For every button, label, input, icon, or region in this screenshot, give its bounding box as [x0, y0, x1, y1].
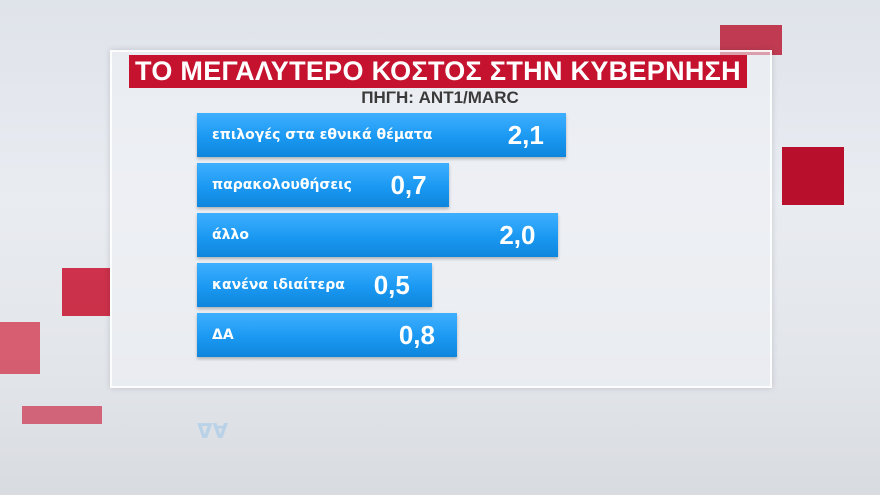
reflection: ΔΑ — [197, 418, 228, 442]
bar-4: ΔΑ 0,8 — [197, 313, 457, 357]
background-decor — [22, 406, 102, 424]
bar-2: άλλο 2,0 — [197, 213, 558, 257]
background-decor — [782, 147, 844, 205]
bar-label: επιλογές στα εθνικά θέματα — [212, 127, 433, 143]
chart-source: ΠΗΓΗ: ANT1/MARC — [361, 88, 519, 107]
bar-1: παρακολουθήσεις 0,7 — [197, 163, 449, 207]
bar-3: κανένα ιδιαίτερα 0,5 — [197, 263, 432, 307]
reflection-label: ΔΑ — [197, 418, 228, 442]
background-decor — [0, 322, 40, 374]
bar-value-label: 2,0 — [499, 220, 536, 250]
bar-value-label: 2,1 — [507, 120, 544, 150]
bar-value-label: 0,8 — [398, 320, 435, 350]
bar-value-label: 0,5 — [373, 270, 410, 300]
chart-title: ΤΟ ΜΕΓΑΛΥΤΕΡΟ ΚΟΣΤΟΣ ΣΤΗΝ ΚΥΒΕΡΝΗΣΗ — [129, 55, 747, 88]
bar-label: παρακολουθήσεις — [212, 177, 352, 193]
background-decor — [62, 268, 110, 316]
bar-value-label: 0,7 — [390, 170, 427, 200]
bar-label: άλλο — [212, 227, 249, 243]
bar-label: κανένα ιδιαίτερα — [212, 277, 345, 293]
bar-label: ΔΑ — [212, 327, 234, 343]
bar-0: επιλογές στα εθνικά θέματα 2,1 — [197, 113, 566, 157]
